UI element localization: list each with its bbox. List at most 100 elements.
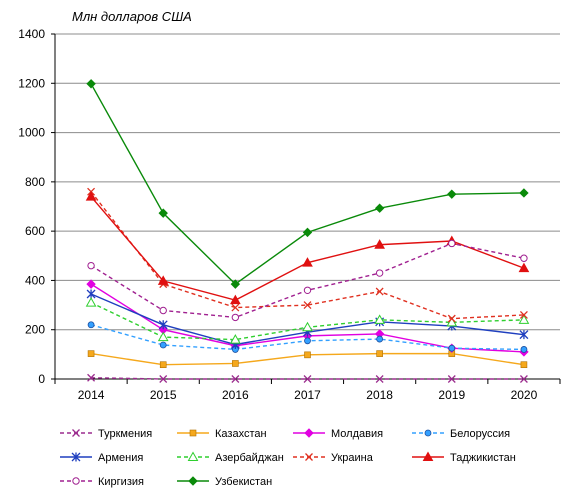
series-line bbox=[90, 83, 524, 286]
y-tick-label: 200 bbox=[25, 323, 45, 337]
data-point bbox=[520, 254, 528, 262]
series-layer bbox=[85, 79, 530, 383]
gridlines bbox=[55, 33, 560, 331]
data-point bbox=[375, 269, 384, 277]
series-9 bbox=[87, 239, 528, 322]
data-point bbox=[375, 287, 384, 296]
data-point bbox=[518, 262, 530, 273]
x-tick-label: 2018 bbox=[366, 388, 393, 402]
legend-label: Армения bbox=[98, 452, 143, 464]
legend-item: Киргизия bbox=[60, 476, 144, 488]
data-point bbox=[374, 203, 385, 213]
data-point bbox=[231, 375, 240, 383]
data-point bbox=[448, 239, 456, 248]
legend-item: Молдавия bbox=[293, 428, 383, 440]
data-point bbox=[230, 279, 241, 289]
data-point bbox=[158, 208, 168, 218]
unit-label: Млн долларов США bbox=[72, 9, 192, 24]
data-point bbox=[447, 189, 457, 199]
legend-marker bbox=[304, 428, 314, 438]
data-point bbox=[448, 344, 456, 352]
legend-marker bbox=[72, 429, 80, 437]
axes bbox=[51, 33, 561, 384]
series-2 bbox=[87, 350, 528, 369]
y-axis-ticks: 0 200 400 600 800 1000 1200 1400 bbox=[18, 27, 45, 386]
legend-label: Киргизия bbox=[98, 476, 144, 488]
x-tick-label: 2017 bbox=[294, 388, 321, 402]
data-point bbox=[302, 227, 313, 238]
legend-label: Таджикистан bbox=[450, 452, 516, 464]
legend-label: Узбекистан bbox=[215, 476, 272, 488]
data-point bbox=[376, 335, 384, 343]
data-point bbox=[86, 289, 96, 299]
legend-marker bbox=[71, 452, 81, 462]
legend-label: Казахстан bbox=[215, 428, 267, 440]
data-point bbox=[86, 79, 96, 89]
data-point bbox=[518, 314, 530, 324]
legend-label: Белоруссия bbox=[450, 428, 510, 440]
series-10 bbox=[86, 79, 529, 289]
legend-label: Туркмения bbox=[98, 428, 152, 440]
legend-item: Белоруссия bbox=[412, 428, 510, 440]
legend-label: Молдавия bbox=[331, 428, 383, 440]
data-point bbox=[303, 301, 312, 310]
data-point bbox=[376, 350, 383, 357]
legend-marker bbox=[187, 451, 199, 461]
data-point bbox=[231, 313, 240, 322]
data-point bbox=[159, 375, 168, 383]
legend-marker bbox=[422, 451, 434, 461]
data-point bbox=[303, 286, 312, 294]
y-tick-label: 400 bbox=[25, 273, 45, 287]
legend-item: Азербайджан bbox=[177, 451, 284, 464]
series-4 bbox=[87, 321, 528, 353]
data-point bbox=[447, 314, 456, 323]
legend-item: Украина bbox=[293, 452, 374, 464]
legend-label: Азербайджан bbox=[215, 452, 284, 464]
x-axis-ticks: 2014 2015 2016 2017 2018 2019 2020 bbox=[78, 388, 538, 402]
data-point bbox=[302, 257, 313, 267]
data-point bbox=[520, 346, 528, 353]
data-point bbox=[230, 334, 241, 344]
data-point bbox=[159, 361, 167, 369]
data-point bbox=[519, 188, 529, 198]
data-point bbox=[374, 239, 385, 249]
legend-item: Туркмения bbox=[60, 428, 152, 440]
data-point bbox=[230, 294, 241, 305]
data-point bbox=[157, 331, 169, 342]
y-tick-label: 1200 bbox=[18, 76, 45, 90]
x-tick-label: 2020 bbox=[511, 388, 538, 402]
data-point bbox=[447, 375, 456, 383]
legend-label: Украина bbox=[331, 452, 374, 464]
data-point bbox=[86, 279, 96, 289]
legend-item: Казахстан bbox=[177, 428, 267, 440]
series-1 bbox=[87, 373, 528, 383]
legend-marker bbox=[305, 453, 313, 461]
data-point bbox=[231, 303, 240, 312]
legend: Туркмения Казахстан Молдавия Белоруссия Арме… bbox=[60, 428, 516, 488]
data-point bbox=[519, 330, 529, 340]
series-6 bbox=[85, 297, 530, 344]
data-point bbox=[304, 351, 311, 359]
data-point bbox=[446, 316, 458, 327]
legend-marker bbox=[72, 477, 80, 485]
data-point bbox=[519, 375, 528, 383]
data-point bbox=[87, 350, 95, 357]
legend-marker bbox=[189, 429, 197, 437]
legend-marker bbox=[424, 429, 432, 437]
data-point bbox=[302, 321, 313, 332]
data-point bbox=[87, 261, 95, 270]
legend-item: Таджикистан bbox=[412, 451, 516, 464]
data-point bbox=[158, 320, 168, 330]
y-tick-label: 1000 bbox=[18, 126, 45, 140]
data-point bbox=[375, 375, 384, 383]
data-point bbox=[232, 360, 239, 367]
data-point bbox=[85, 297, 97, 307]
x-tick-label: 2019 bbox=[438, 388, 465, 402]
data-point bbox=[159, 306, 167, 315]
data-point bbox=[303, 375, 312, 383]
data-point bbox=[159, 341, 167, 349]
legend-marker bbox=[188, 476, 198, 486]
data-point bbox=[87, 373, 96, 382]
x-tick-label: 2014 bbox=[78, 388, 105, 402]
data-point bbox=[374, 314, 385, 324]
